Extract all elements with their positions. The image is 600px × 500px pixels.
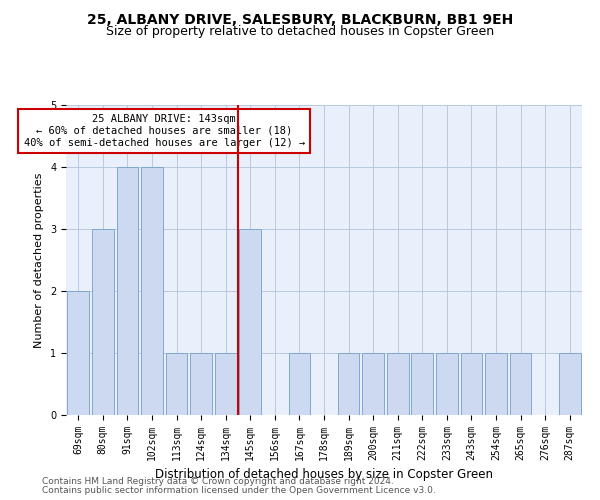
- Bar: [485, 353, 507, 415]
- Bar: [289, 353, 310, 415]
- Bar: [387, 353, 409, 415]
- Bar: [436, 353, 458, 415]
- Bar: [67, 291, 89, 415]
- Bar: [510, 353, 532, 415]
- Text: Contains public sector information licensed under the Open Government Licence v3: Contains public sector information licen…: [42, 486, 436, 495]
- Bar: [190, 353, 212, 415]
- X-axis label: Distribution of detached houses by size in Copster Green: Distribution of detached houses by size …: [155, 468, 493, 481]
- Bar: [338, 353, 359, 415]
- Bar: [215, 353, 236, 415]
- Bar: [362, 353, 384, 415]
- Bar: [461, 353, 482, 415]
- Bar: [559, 353, 581, 415]
- Bar: [239, 229, 261, 415]
- Bar: [92, 229, 113, 415]
- Text: Contains HM Land Registry data © Crown copyright and database right 2024.: Contains HM Land Registry data © Crown c…: [42, 477, 394, 486]
- Bar: [141, 167, 163, 415]
- Text: Size of property relative to detached houses in Copster Green: Size of property relative to detached ho…: [106, 25, 494, 38]
- Bar: [412, 353, 433, 415]
- Bar: [166, 353, 187, 415]
- Text: 25, ALBANY DRIVE, SALESBURY, BLACKBURN, BB1 9EH: 25, ALBANY DRIVE, SALESBURY, BLACKBURN, …: [87, 12, 513, 26]
- Y-axis label: Number of detached properties: Number of detached properties: [34, 172, 44, 348]
- Bar: [116, 167, 138, 415]
- Text: 25 ALBANY DRIVE: 143sqm
← 60% of detached houses are smaller (18)
40% of semi-de: 25 ALBANY DRIVE: 143sqm ← 60% of detache…: [23, 114, 305, 148]
